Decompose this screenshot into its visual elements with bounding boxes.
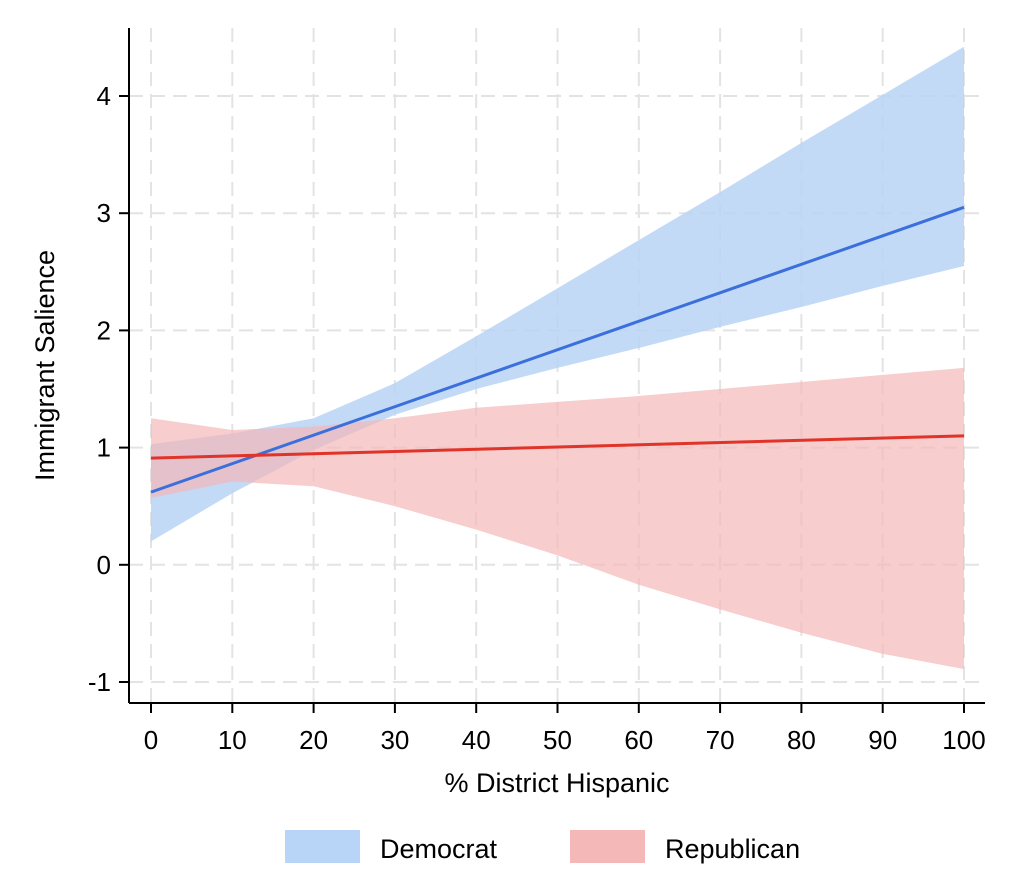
y-tick-label: 3 [97, 198, 111, 228]
y-axis-title: Immigrant Salience [30, 250, 60, 481]
x-tick-label: 100 [942, 725, 985, 755]
x-tick-label: 50 [543, 725, 572, 755]
axes: 0 10 20 30 40 50 60 70 80 90 100 -1 0 1 2 3 4 [88, 28, 986, 755]
x-axis-title: % District Hispanic [444, 768, 669, 798]
x-tick-label: 70 [706, 725, 735, 755]
legend-swatch-republican [570, 830, 645, 863]
confidence-bands [151, 46, 964, 670]
x-tick-label: 90 [868, 725, 897, 755]
x-tick-label: 0 [144, 725, 158, 755]
x-tick-label: 60 [624, 725, 653, 755]
y-tick-label: 0 [97, 550, 111, 580]
y-tick-label: 2 [97, 315, 111, 345]
legend-label-republican: Republican [665, 834, 800, 864]
legend-label-democrat: Democrat [380, 834, 498, 864]
y-tick-label: 1 [97, 433, 111, 463]
series-line-republican [150, 434, 965, 460]
x-tick-label: 40 [462, 725, 491, 755]
y-tick-label: -1 [88, 667, 111, 697]
series-line-democrat [150, 205, 965, 494]
legend-swatch-democrat [285, 830, 360, 863]
x-tick-label: 20 [299, 725, 328, 755]
x-tick-label: 10 [218, 725, 247, 755]
series-lines [150, 205, 965, 494]
x-tick-label: 80 [787, 725, 816, 755]
ci-band-republican [151, 367, 964, 670]
x-tick-label: 30 [380, 725, 409, 755]
y-tick-label: 4 [97, 81, 111, 111]
ci-band-democrat [151, 46, 964, 542]
legend: Democrat Republican [285, 830, 800, 864]
